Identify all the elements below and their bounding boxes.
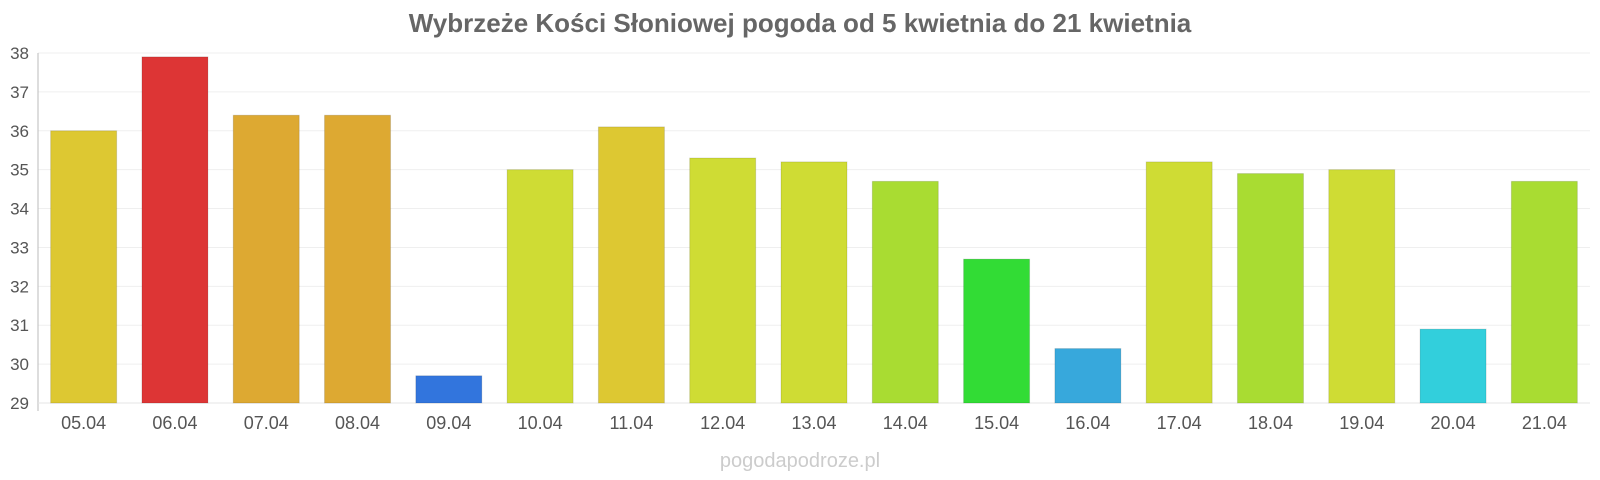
y-tick-label: 32 bbox=[10, 277, 29, 296]
bar bbox=[324, 114, 392, 404]
bar bbox=[963, 258, 1031, 404]
x-tick-label: 21.04 bbox=[1522, 413, 1567, 433]
x-tick-label: 20.04 bbox=[1431, 413, 1476, 433]
watermark: pogodapodroze.pl bbox=[719, 450, 881, 472]
x-tick-label: 11.04 bbox=[610, 413, 654, 433]
bar bbox=[415, 375, 483, 404]
y-tick-label: 31 bbox=[10, 316, 29, 335]
x-tick-label: 14.04 bbox=[883, 413, 928, 433]
bar bbox=[1054, 348, 1122, 404]
y-tick-label: 36 bbox=[10, 122, 29, 141]
x-tick-label: 07.04 bbox=[244, 413, 289, 433]
x-tick-label: 15.04 bbox=[974, 413, 1019, 433]
x-tick-label: 18.04 bbox=[1248, 413, 1293, 433]
y-tick-label: 34 bbox=[10, 200, 29, 219]
y-tick-label: 38 bbox=[10, 44, 29, 63]
x-tick-label: 10.04 bbox=[518, 413, 563, 433]
x-tick-label: 12.04 bbox=[700, 413, 745, 433]
x-tick-label: 17.04 bbox=[1157, 413, 1202, 433]
x-tick-label: 19.04 bbox=[1339, 413, 1384, 433]
bar bbox=[1145, 161, 1213, 404]
bar bbox=[1510, 180, 1578, 404]
bar bbox=[141, 56, 209, 404]
bar bbox=[50, 130, 118, 404]
x-tick-label: 08.04 bbox=[335, 413, 380, 433]
bar bbox=[1328, 169, 1396, 404]
chart-title: Wybrzeże Kości Słoniowej pogoda od 5 kwi… bbox=[408, 8, 1192, 38]
y-tick-label: 33 bbox=[10, 238, 29, 257]
bar bbox=[871, 180, 939, 404]
x-tick-label: 13.04 bbox=[791, 413, 836, 433]
bar bbox=[232, 114, 300, 404]
bar bbox=[506, 169, 574, 404]
y-tick-label: 37 bbox=[10, 83, 29, 102]
x-tick-label: 06.04 bbox=[152, 413, 197, 433]
x-tick-label: 16.04 bbox=[1065, 413, 1110, 433]
bar bbox=[597, 126, 665, 404]
x-tick-label: 09.04 bbox=[426, 413, 471, 433]
bar bbox=[689, 157, 757, 404]
y-tick-label: 35 bbox=[10, 161, 29, 180]
y-tick-label: 29 bbox=[10, 394, 29, 413]
bar bbox=[1236, 173, 1304, 404]
x-tick-labels: 05.04 06.04 07.04 08.04 09.04 10.04 11.04 12.04… bbox=[61, 413, 1567, 433]
x-tick-label: 05.04 bbox=[61, 413, 106, 433]
bar bbox=[780, 161, 848, 404]
bar bbox=[1419, 328, 1487, 404]
bars bbox=[50, 56, 1578, 404]
y-tick-label: 30 bbox=[10, 355, 29, 374]
y-tick-labels: 29 30 31 32 33 34 35 36 37 38 bbox=[10, 44, 29, 413]
